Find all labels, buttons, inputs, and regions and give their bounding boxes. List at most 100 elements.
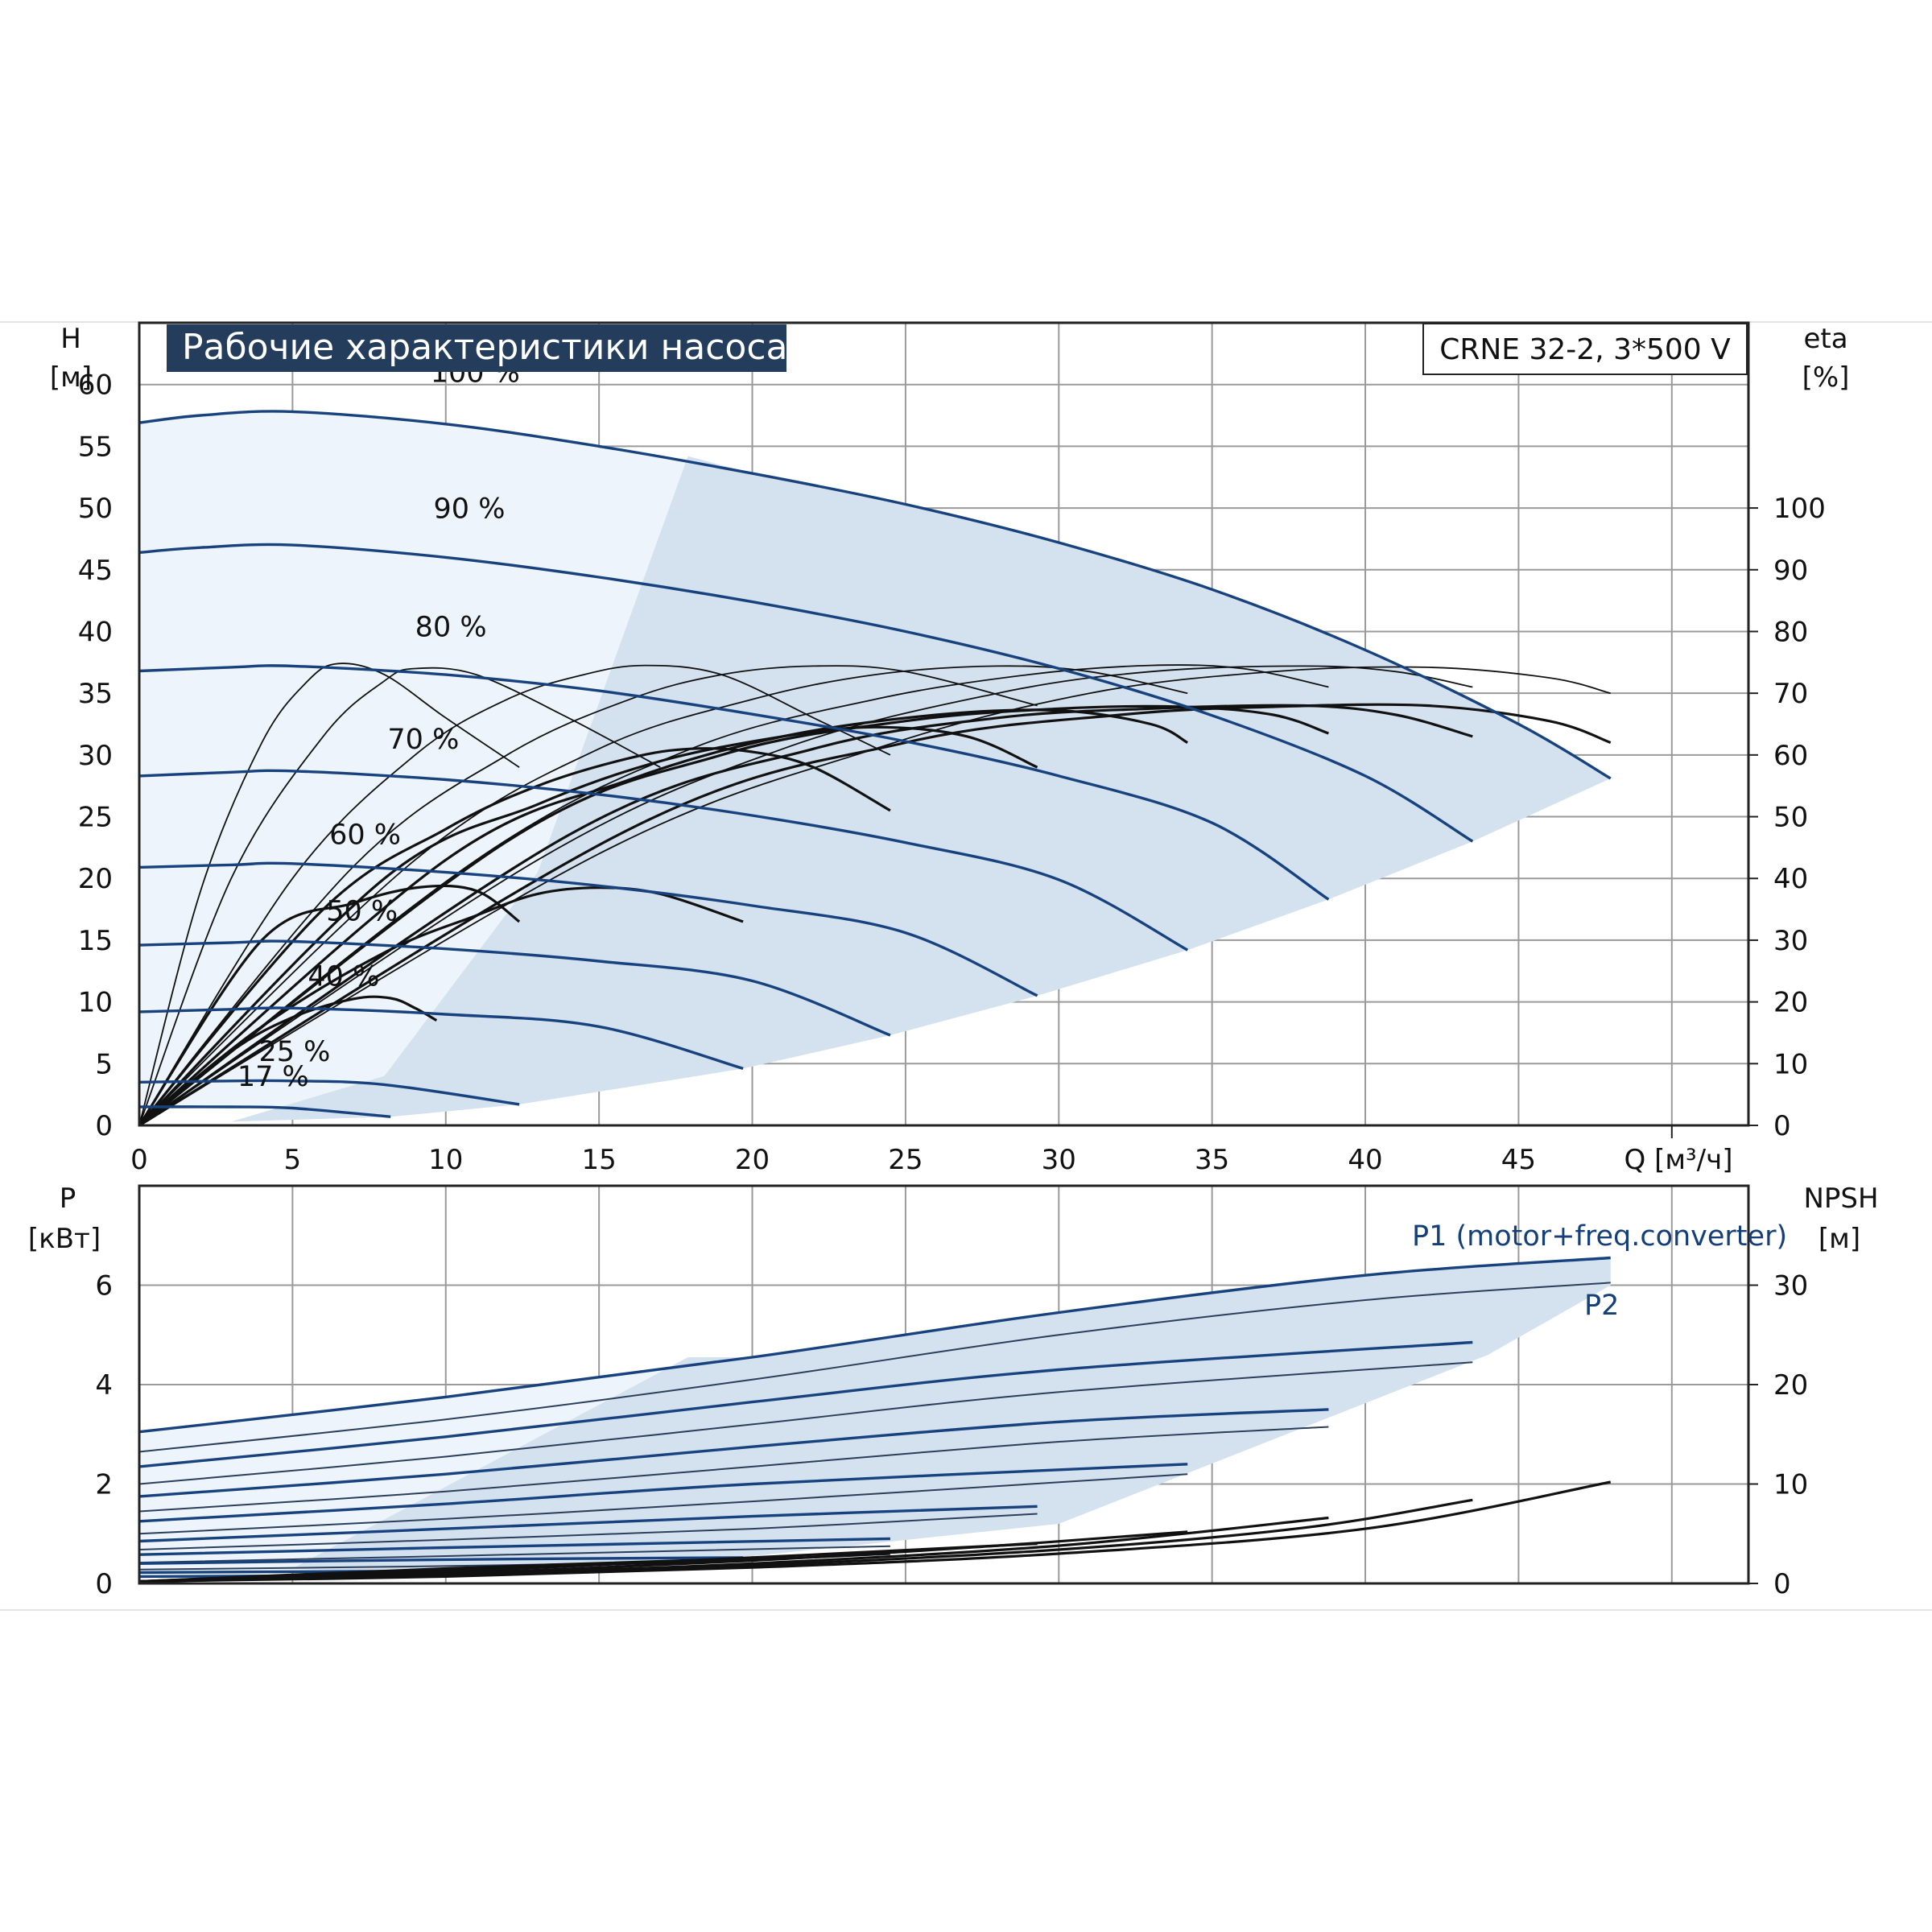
npsh-tick-label: 30 [1773, 1270, 1808, 1302]
npsh-y-ticks: 0 10 20 30 [1748, 1270, 1808, 1600]
power-tick-label: 2 [95, 1469, 113, 1501]
speed-label: 90 % [434, 493, 506, 525]
head-curves [138, 410, 1612, 1118]
p1-series-label: P1 (motor+freq.converter) [1412, 1220, 1787, 1253]
p2-curve [138, 1282, 1611, 1453]
p2-curve [138, 1473, 1188, 1535]
efficiency-curves [138, 663, 1612, 1127]
efficiency-tick-label: 10 [1773, 1048, 1808, 1080]
efficiency-tick-label: 20 [1773, 987, 1808, 1019]
efficiency-curve [138, 664, 1329, 1126]
power-y-ticks: 0 2 4 6 [95, 1270, 113, 1601]
flow-x-ticks: 0 5 10 15 20 25 30 35 40 45 [130, 1125, 1673, 1176]
efficiency-tick-label: 30 [1773, 925, 1808, 957]
flow-tick-label: 40 [1348, 1144, 1382, 1176]
efficiency-curve [138, 667, 661, 1126]
flow-tick-label: 15 [582, 1144, 617, 1176]
speed-label: 17 % [237, 1061, 309, 1093]
speed-label: 40 % [308, 961, 379, 993]
head-tick-label: 10 [78, 987, 113, 1019]
flow-tick-label: 0 [130, 1144, 148, 1176]
npsh-tick-label: 10 [1773, 1469, 1808, 1501]
model-label: CRNE 32-2, 3*500 V [1439, 333, 1731, 366]
efficiency-tick-label: 50 [1773, 802, 1808, 834]
efficiency-curve [138, 708, 1188, 1127]
efficiency-tick-label: 0 [1773, 1110, 1791, 1142]
npsh-tick-label: 0 [1773, 1568, 1791, 1600]
head-curve [138, 543, 1474, 843]
speed-label: 60 % [329, 819, 401, 851]
head-tick-label: 35 [78, 678, 113, 710]
p1-curve [138, 1408, 1329, 1498]
flow-tick-label: 30 [1042, 1144, 1076, 1176]
p2-curve [138, 1426, 1329, 1513]
efficiency-curve [138, 663, 520, 1126]
head-curve [138, 861, 1038, 997]
p1-curve [138, 1256, 1611, 1434]
p2-curve [138, 1545, 890, 1564]
efficiency-curve [138, 703, 1612, 1127]
model-box [1422, 323, 1748, 375]
p1-curve [138, 1340, 1473, 1468]
flow-axis-label: Q [м³/ч] [1624, 1144, 1733, 1176]
efficiency-tick-label: 70 [1773, 678, 1808, 710]
efficiency-curve [138, 664, 891, 1126]
head-axis-unit: [м] [50, 361, 92, 394]
p2-series-label: P2 [1584, 1290, 1619, 1322]
npsh-tick-label: 20 [1773, 1369, 1808, 1402]
p1-curve [138, 1537, 890, 1556]
flow-tick-label: 5 [284, 1144, 302, 1176]
flow-tick-label: 35 [1195, 1144, 1229, 1176]
efficiency-tick-label: 100 [1773, 493, 1826, 525]
flow-tick-label: 10 [428, 1144, 463, 1176]
power-recommended-region [292, 1257, 1611, 1574]
efficiency-curve [138, 725, 1038, 1127]
power-axis-unit: [кВт] [28, 1223, 101, 1255]
efficiency-tick-label: 60 [1773, 740, 1808, 772]
npsh-axis-unit: [м] [1818, 1223, 1860, 1255]
speed-labels: 100 %90 %80 %70 %60 %50 %40 %25 %17 % [237, 357, 520, 1093]
head-tick-label: 20 [78, 863, 113, 895]
speed-label: 80 % [415, 612, 487, 644]
head-curve [138, 410, 1612, 780]
head-tick-label: 15 [78, 925, 113, 957]
efficiency-curve [138, 704, 1473, 1127]
head-plot-frame [138, 321, 1750, 1127]
p1-curve [138, 1463, 1188, 1523]
efficiency-tick-label: 40 [1773, 863, 1808, 895]
flow-tick-label: 25 [888, 1144, 923, 1176]
efficiency-curve [138, 665, 1473, 1126]
power-npsh-plot: 0 2 4 6 0 10 20 30 P [кВт] NPSH [м] P1 (motor+… [28, 1183, 1879, 1600]
p2-curve [138, 1513, 1038, 1550]
npsh-axis-name: NPSH [1803, 1183, 1878, 1215]
speed-label: 25 % [258, 1036, 330, 1068]
efficiency-axis-unit: [%] [1802, 361, 1850, 394]
flow-tick-label: 20 [735, 1144, 770, 1176]
head-curve [138, 1006, 744, 1071]
title-banner [167, 324, 786, 372]
flow-tick-label: 45 [1501, 1144, 1536, 1176]
p1-curve [138, 1505, 1038, 1543]
head-tick-label: 45 [78, 555, 113, 587]
head-tick-label: 60 [78, 369, 113, 402]
chart-title: Рабочие характеристики насоса [182, 327, 787, 368]
operating-region [139, 411, 1611, 1122]
head-tick-label: 5 [95, 1048, 113, 1080]
efficiency-y-ticks: 0 10 20 30 40 50 60 70 80 90 100 [1748, 493, 1826, 1142]
p1-curve [138, 1556, 744, 1565]
head-curve [138, 1105, 391, 1118]
efficiency-curve [138, 665, 1038, 1126]
head-curve [138, 664, 1330, 901]
efficiency-axis-name: eta [1803, 323, 1847, 355]
power-curves [138, 1256, 1612, 1583]
p2-curve [138, 1361, 1473, 1485]
head-axis-name: H [60, 323, 81, 355]
npsh-curve [138, 1557, 744, 1583]
head-tick-label: 40 [78, 616, 113, 648]
head-y-ticks: 0 5 10 15 20 25 30 35 40 45 50 55 60 [78, 369, 113, 1142]
speed-label: 70 % [387, 724, 459, 756]
efficiency-tick-label: 80 [1773, 616, 1808, 648]
speed-label: 50 % [326, 895, 398, 927]
power-operating-region [139, 1257, 1611, 1579]
